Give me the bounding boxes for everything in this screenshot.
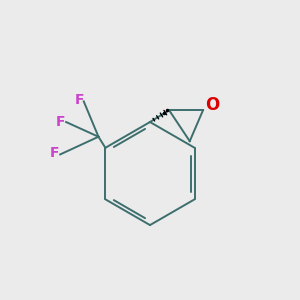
Text: F: F [75,93,84,107]
Text: O: O [205,96,220,114]
Text: F: F [50,146,59,160]
Text: F: F [56,115,65,129]
